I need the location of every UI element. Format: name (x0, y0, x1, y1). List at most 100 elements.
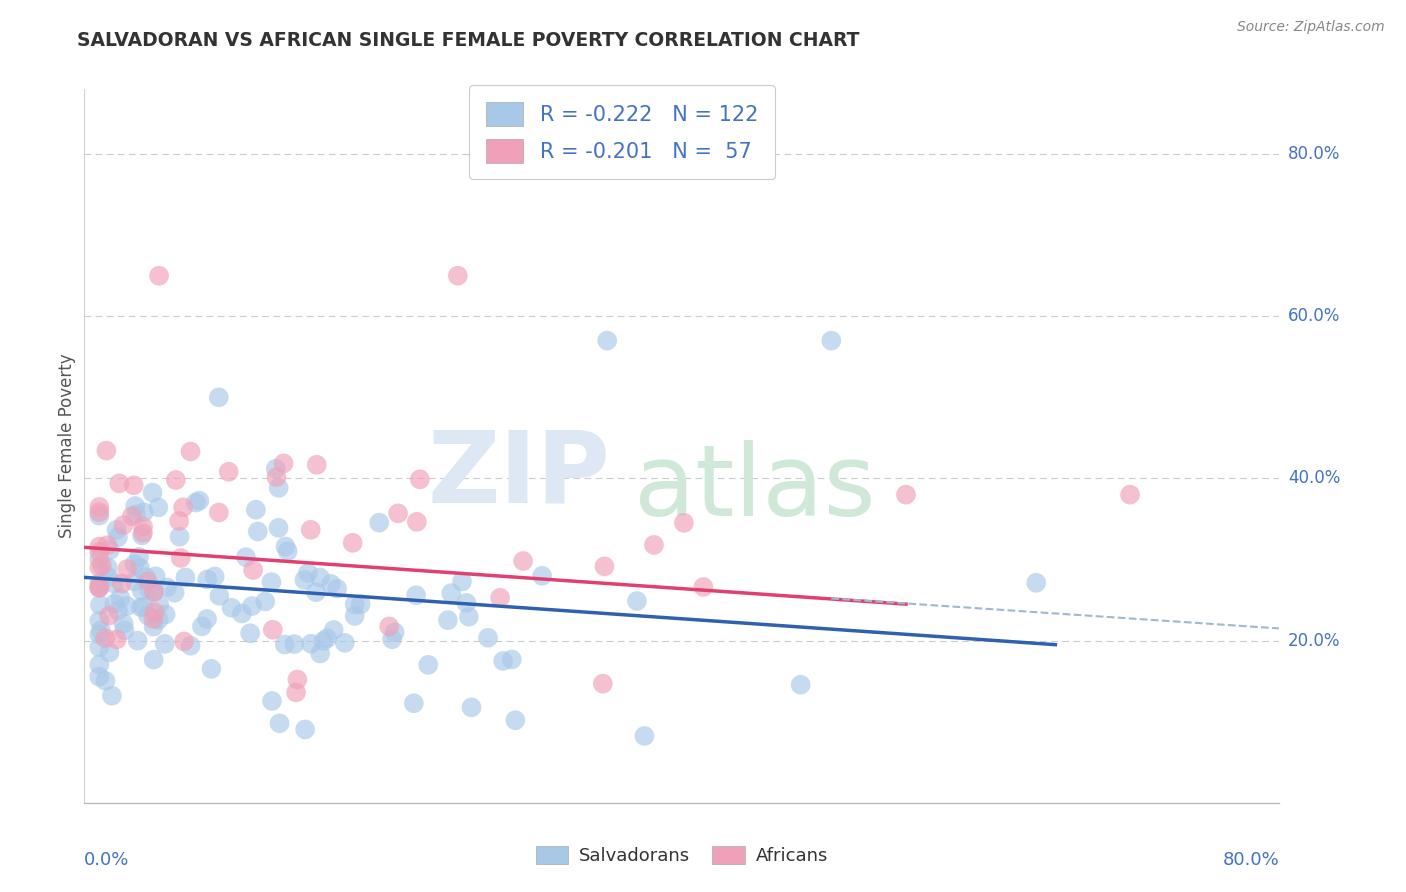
Point (512, 554, 534, 568)
Point (643, 538, 665, 552)
Point (101, 689, 124, 703)
Point (260, 575, 283, 590)
Point (305, 585, 328, 599)
Point (142, 652, 165, 666)
Point (305, 458, 328, 472)
Point (180, 444, 202, 458)
Point (89, 598, 111, 612)
Point (264, 461, 287, 475)
Point (89, 657, 111, 672)
Point (170, 551, 193, 566)
Point (633, 729, 655, 743)
Point (405, 515, 427, 529)
Point (132, 519, 155, 533)
Point (89, 540, 111, 554)
Text: ZIP: ZIP (427, 426, 610, 523)
Point (273, 456, 295, 470)
Point (267, 481, 290, 495)
Point (124, 499, 146, 513)
Point (89, 670, 111, 684)
Point (89, 614, 111, 628)
Point (245, 502, 267, 516)
Point (218, 465, 240, 479)
Point (121, 509, 143, 524)
Point (89, 576, 111, 591)
Point (165, 473, 187, 487)
Point (195, 612, 218, 626)
Point (163, 585, 186, 599)
Point (1025, 575, 1047, 590)
Point (242, 563, 264, 577)
Point (143, 585, 166, 599)
Point (287, 673, 309, 687)
Point (437, 613, 460, 627)
Point (1119, 488, 1142, 502)
Legend: Salvadorans, Africans: Salvadorans, Africans (529, 838, 835, 872)
Point (90, 624, 112, 638)
Point (460, 700, 482, 714)
Point (107, 603, 129, 617)
Point (103, 597, 125, 611)
Point (221, 600, 243, 615)
Point (155, 607, 177, 622)
Point (97, 570, 120, 584)
Point (384, 625, 406, 640)
Point (501, 652, 523, 666)
Point (172, 500, 194, 515)
Point (105, 632, 128, 647)
Point (342, 536, 364, 550)
Point (90, 558, 112, 573)
Point (180, 639, 202, 653)
Point (593, 559, 616, 574)
Point (173, 634, 195, 648)
Point (387, 506, 409, 520)
Point (326, 582, 349, 596)
Point (132, 505, 155, 519)
Point (200, 662, 222, 676)
Point (129, 561, 152, 575)
Point (89, 580, 111, 594)
Point (124, 574, 146, 589)
Point (378, 619, 401, 633)
Point (125, 508, 148, 522)
Point (299, 523, 322, 537)
Point (136, 608, 159, 623)
Text: Source: ZipAtlas.com: Source: ZipAtlas.com (1237, 20, 1385, 34)
Point (174, 570, 197, 584)
Point (266, 470, 288, 484)
Point (148, 598, 170, 612)
Point (451, 574, 474, 589)
Point (142, 620, 165, 634)
Point (596, 334, 619, 348)
Point (492, 654, 515, 668)
Point (316, 632, 339, 646)
Point (285, 685, 308, 699)
Point (592, 676, 614, 690)
Point (110, 591, 132, 605)
Point (107, 530, 129, 544)
Point (274, 638, 297, 652)
Point (260, 694, 283, 708)
Point (240, 599, 263, 613)
Point (148, 500, 170, 515)
Point (235, 550, 257, 565)
Point (148, 613, 170, 627)
Point (142, 612, 165, 626)
Text: 80.0%: 80.0% (1223, 852, 1279, 870)
Point (440, 586, 463, 600)
Point (132, 599, 155, 614)
Point (269, 716, 291, 731)
Point (322, 623, 344, 637)
Point (531, 569, 554, 583)
Point (505, 713, 527, 727)
Y-axis label: Single Female Poverty: Single Female Poverty (58, 354, 76, 538)
Point (111, 576, 134, 591)
Point (294, 723, 316, 737)
Text: atlas: atlas (634, 441, 876, 537)
Text: 80.0%: 80.0% (1288, 145, 1340, 163)
Point (115, 562, 138, 576)
Point (292, 573, 315, 587)
Point (208, 589, 231, 603)
Text: 60.0%: 60.0% (1288, 307, 1340, 326)
Point (89, 508, 111, 523)
